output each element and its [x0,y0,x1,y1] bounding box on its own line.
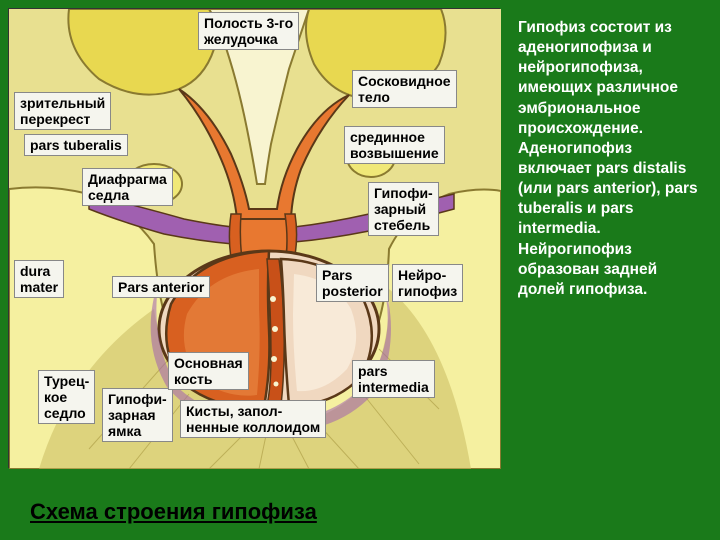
label-diaphragma-sellae: Диафрагмаседла [82,168,173,206]
description-text: Гипофиз состоит из аденогипофиза и нейро… [518,18,708,300]
label-neurohypophysis: Нейро-гипофиз [392,264,463,302]
label-pars-tuberalis: pars tuberalis [24,134,128,156]
label-mammillary-body: Сосковидноетело [352,70,457,108]
label-pars-anterior: Pars anterior [112,276,210,298]
label-hypophyseal-fossa: Гипофи-зарнаяямка [102,388,173,442]
label-pars-intermedia: parsintermedia [352,360,435,398]
label-sphenoid: Основнаякость [168,352,249,390]
label-sella-turcica: Турец-коеседло [38,370,95,424]
description-panel: Гипофиз состоит из аденогипофиза и нейро… [512,0,720,540]
label-median-eminence: срединноевозвышение [344,126,445,164]
label-pars-posterior: Parsposterior [316,264,389,302]
diagram-caption: Схема строения гипофиза [30,499,317,525]
label-pituitary-stalk: Гипофи-зарныйстебель [368,182,439,236]
label-third-ventricle: Полость 3-гожелудочка [198,12,299,50]
label-colloid-cysts: Кисты, запол-ненные коллоидом [180,400,326,438]
label-optic-chiasm: зрительныйперекрест [14,92,111,130]
label-dura-mater: duramater [14,260,64,298]
